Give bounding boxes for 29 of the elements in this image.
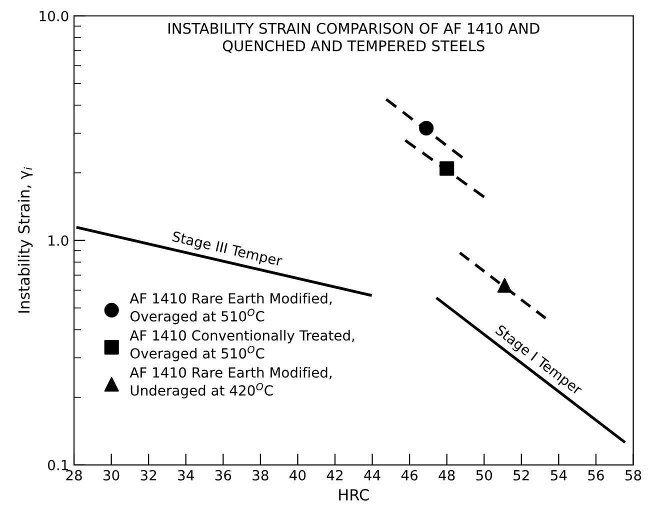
x-tick-label: 38 [252, 470, 268, 481]
x-tick-label: 28 [66, 470, 82, 481]
x-tick-label: 48 [438, 470, 455, 481]
x-tick-label: 56 [588, 470, 604, 481]
y-tick-label: 0.1 [48, 460, 68, 470]
text: INSTABILITY STRAIN COMPARISON OF AF 1410 AND QUENCHED AND TEMPERED STEELS [168, 22, 540, 54]
x-tick-label: 46 [401, 470, 418, 481]
x-tick-label: 42 [326, 470, 342, 480]
x-tick-label: 30 [104, 470, 120, 481]
x-tick-label: 34 [178, 470, 194, 481]
x-tick-label: 32 [140, 470, 156, 481]
legend-label: AF 1410 Rare Earth Modified, Overaged at 510$^{O}$C [130, 292, 332, 324]
point [497, 278, 512, 293]
x-tick-label: 58 [625, 470, 642, 481]
x-tick-label: 44 [364, 470, 380, 480]
point [419, 120, 434, 136]
x-tick-label: 52 [514, 470, 529, 481]
legend-label: AF 1410 Rare Earth Modified, Underaged at 420$^{O}$C [130, 366, 332, 398]
x-tick-label: 54 [550, 470, 567, 481]
y-tick-label: 10.0 [40, 10, 68, 22]
y-axis-title: Instability Strain, γ$_{i}$ [18, 167, 33, 313]
point [440, 161, 454, 176]
x-tick-label: 36 [215, 470, 232, 481]
x-tick-label: 50 [476, 470, 492, 481]
text: Stage III Temper [171, 230, 284, 269]
x-axis-title: HRC [339, 489, 369, 501]
x-tick-label: 40 [290, 470, 306, 481]
legend-label: AF 1410 Conventionally Treated, Overaged at 510$^{O}$C [130, 330, 354, 362]
y-tick-label: 1.0 [48, 235, 68, 246]
